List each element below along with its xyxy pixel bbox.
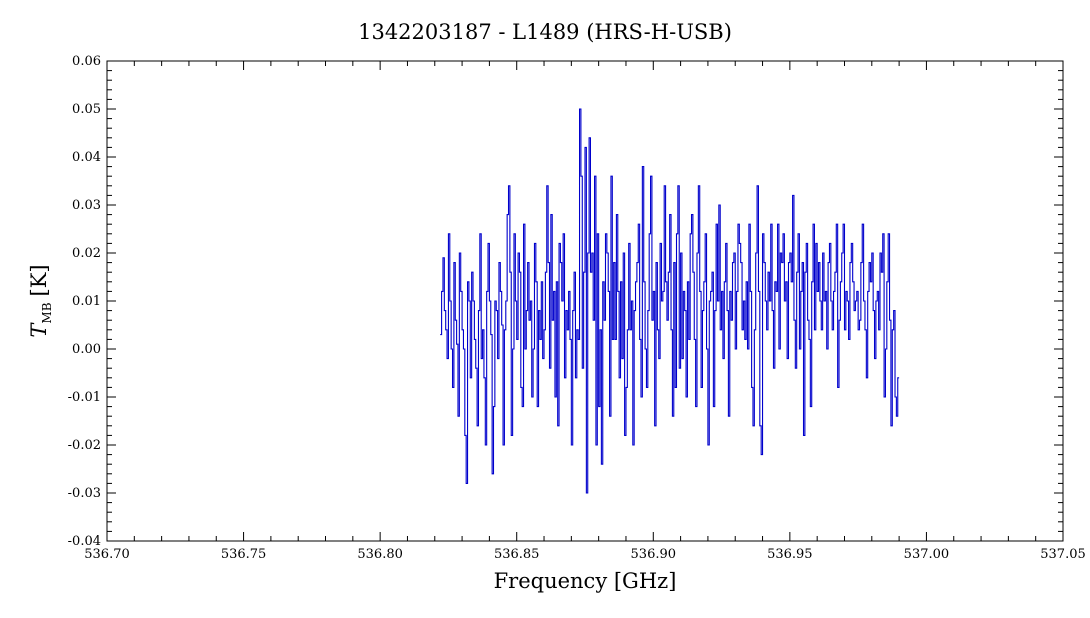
y-tick-label: -0.04 xyxy=(68,534,101,549)
x-tick-label: 537.05 xyxy=(1040,547,1086,562)
x-tick-label: 536.80 xyxy=(357,547,403,562)
plot-area xyxy=(440,108,900,494)
y-tick-label: 0.04 xyxy=(72,150,101,165)
y-axis-label-unit: [K] xyxy=(27,264,51,296)
y-tick-label: 0.05 xyxy=(72,102,101,117)
x-tick-label: 536.95 xyxy=(767,547,813,562)
y-tick-label: 0.00 xyxy=(72,342,101,357)
x-tick-label: 536.70 xyxy=(84,547,130,562)
plot-frame xyxy=(106,60,1064,542)
x-axis-label: Frequency [GHz] xyxy=(494,569,677,593)
y-axis-label: TMB [K] xyxy=(27,264,54,337)
series-line-0 xyxy=(440,108,900,494)
y-tick-label: -0.01 xyxy=(68,390,101,405)
y-tick-label: 0.02 xyxy=(72,246,101,261)
y-tick-label: 0.01 xyxy=(72,294,101,309)
y-axis-label-subscript: MB xyxy=(40,302,54,323)
x-tick-label: 536.90 xyxy=(631,547,677,562)
x-tick-label: 536.75 xyxy=(221,547,267,562)
chart-title: 1342203187 - L1489 (HRS-H-USB) xyxy=(358,20,732,44)
y-tick-label: -0.03 xyxy=(68,486,101,501)
x-tick-label: 537.00 xyxy=(904,547,950,562)
x-tick-label: 536.85 xyxy=(494,547,540,562)
y-tick-label: -0.02 xyxy=(68,438,101,453)
y-tick-label: 0.03 xyxy=(72,198,101,213)
y-axis-label-symbol: T xyxy=(27,322,51,338)
axes: 536.70 536.75 536.80 536.85 536.90 536.95 537.… xyxy=(68,54,1086,562)
y-tick-label: 0.06 xyxy=(72,54,101,69)
